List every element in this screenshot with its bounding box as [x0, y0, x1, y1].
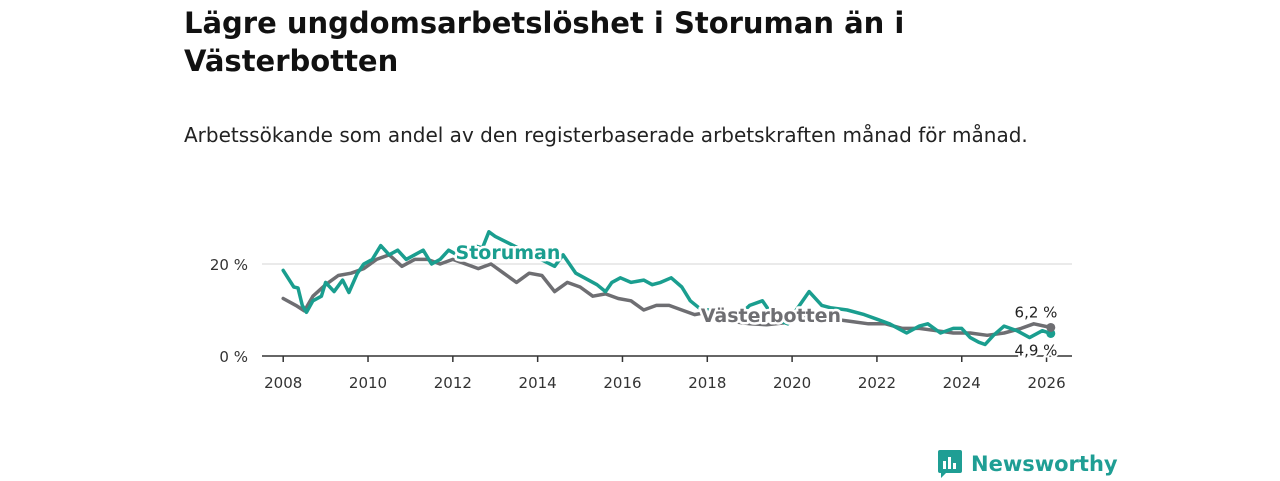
x-tick-label: 2026	[1027, 374, 1065, 392]
chart-subtitle: Arbetssökande som andel av den registerb…	[184, 123, 1028, 147]
series-line-v-sterbotten	[281, 253, 1053, 338]
x-tick-label: 2010	[349, 374, 387, 392]
chart-title: Lägre ungdomsarbetslöshet i Storuman än …	[184, 6, 905, 78]
y-tick-label: 0 %	[219, 348, 248, 366]
end-value-label: 4,9 %	[1015, 341, 1058, 359]
end-value-label: 6,2 %	[1015, 303, 1058, 321]
brand-logo[interactable]: Newsworthy	[937, 447, 1118, 481]
x-tick-label: 2024	[943, 374, 981, 392]
x-tick-label: 2018	[688, 374, 726, 392]
x-tick-label: 2012	[434, 374, 472, 392]
end-point-marker	[1046, 322, 1056, 332]
x-tick-label: 2022	[858, 374, 896, 392]
brand-name: Newsworthy	[971, 452, 1118, 476]
x-tick-label: 2014	[519, 374, 557, 392]
series-label: Storuman	[456, 242, 561, 264]
x-tick-label: 2008	[264, 374, 302, 392]
bar-chart-badge-icon	[938, 450, 962, 478]
y-tick-label: 20 %	[210, 256, 248, 274]
x-tick-label: 2016	[603, 374, 641, 392]
series-line-storuman	[281, 230, 1053, 347]
x-tick-label: 2020	[773, 374, 811, 392]
series-label: Västerbotten	[701, 305, 841, 327]
